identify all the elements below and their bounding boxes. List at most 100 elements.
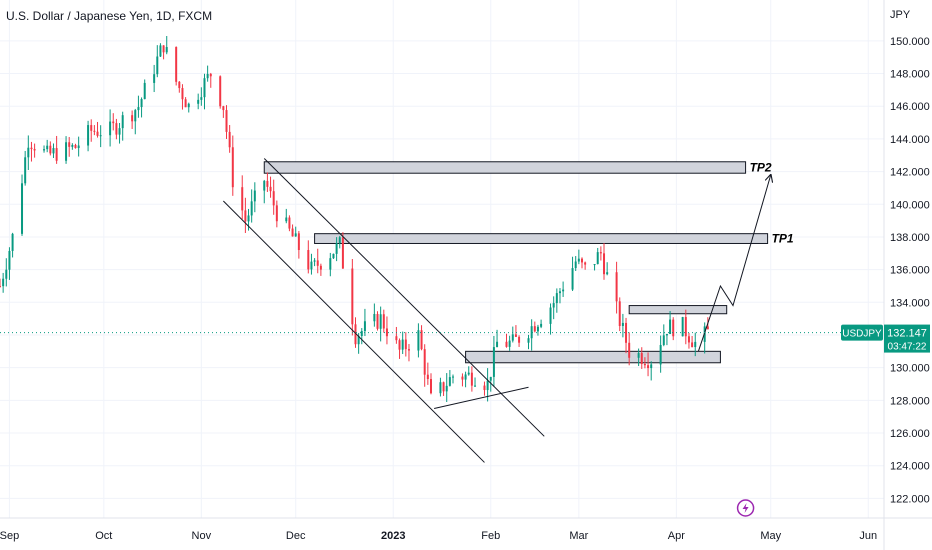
candle-body (335, 243, 338, 254)
candle-body (178, 81, 181, 89)
candle-body (275, 205, 278, 222)
currency-label: JPY (890, 9, 911, 21)
candle-body (373, 313, 376, 322)
candle-body (153, 74, 156, 83)
candle-body (540, 323, 543, 327)
candle-body (341, 237, 344, 269)
candle-body (511, 334, 514, 341)
candle-body (140, 99, 143, 108)
candle-body (269, 186, 272, 192)
candle-body (489, 376, 492, 381)
candle-body (200, 97, 203, 100)
candle-body (599, 252, 602, 254)
tp2-label: TP2 (750, 160, 772, 174)
candle-body (187, 103, 190, 108)
x-tick-label: Sep (0, 530, 19, 542)
x-tick-label: Jun (859, 530, 877, 542)
candle-body (250, 201, 253, 216)
y-tick-label: 136.000 (890, 265, 930, 277)
candle-body (33, 149, 36, 151)
y-tick-label: 126.000 (890, 428, 930, 440)
candle-body (691, 342, 694, 348)
candle-body (558, 291, 561, 294)
symbol-tag (841, 324, 883, 341)
x-tick-label: 2023 (381, 530, 405, 542)
x-tick-label: Dec (286, 530, 306, 542)
candle-body (596, 252, 599, 265)
candle-body (209, 73, 212, 77)
x-tick-label: Feb (481, 530, 500, 542)
y-tick-label: 124.000 (890, 461, 930, 473)
candle-body (231, 147, 234, 188)
candle-body (241, 187, 244, 211)
candle-body (429, 379, 432, 394)
candle-body (486, 380, 489, 391)
candle-body (52, 148, 55, 154)
candle-body (474, 385, 477, 387)
chart-title: U.S. Dollar / Japanese Yen, 1D, FXCM (6, 9, 213, 23)
grid (0, 0, 884, 518)
candle-body (439, 382, 442, 394)
symbol-label: USDJPY (842, 329, 882, 340)
x-tick-label: Mar (569, 530, 588, 542)
candle-body (46, 145, 49, 150)
candle-body (30, 147, 33, 150)
candle-body (530, 326, 533, 339)
candle-body (694, 341, 697, 348)
candle-body (109, 121, 112, 136)
candle-body (461, 376, 464, 380)
candle-body (137, 107, 140, 111)
candle-body (357, 335, 360, 345)
lightning-bolt (742, 503, 749, 513)
candle-body (508, 340, 511, 347)
candle-body (8, 250, 11, 270)
candle-body (404, 339, 407, 350)
candle-body (285, 217, 288, 222)
tp1-label: TP1 (772, 232, 794, 246)
price-zone (263, 161, 747, 174)
y-tick-label: 138.000 (890, 232, 930, 244)
candle-body (263, 180, 266, 191)
x-tick-label: Apr (668, 530, 685, 542)
y-tick-label: 134.000 (890, 297, 930, 309)
candle-body (228, 131, 231, 148)
candle-body (423, 349, 426, 375)
candle-body (143, 82, 146, 100)
candle-body (593, 264, 596, 266)
y-tick-label: 130.000 (890, 363, 930, 375)
candle-body (562, 289, 565, 292)
x-tick-label: May (760, 530, 781, 542)
candle-body (445, 385, 448, 392)
candle-body (74, 144, 77, 149)
candle-body (247, 215, 250, 222)
candle-body (244, 210, 247, 222)
candle-body (184, 99, 187, 108)
candle-body (93, 130, 96, 132)
candle-body (687, 336, 690, 343)
y-tick-label: 128.000 (890, 395, 930, 407)
candle-body (628, 342, 631, 358)
candle-body (552, 303, 555, 308)
event-marker[interactable] (736, 499, 755, 517)
candle-body (662, 335, 665, 345)
zones (263, 161, 769, 364)
candle-body (316, 260, 319, 266)
candle-body (43, 149, 46, 151)
candle-body (225, 110, 228, 132)
candle-body (483, 385, 486, 391)
candle-body (669, 319, 672, 334)
y-tick-label: 144.000 (890, 134, 930, 146)
candle-body (21, 183, 24, 234)
candle-body (577, 258, 580, 262)
candle-body (536, 326, 539, 332)
candle-body (448, 377, 451, 386)
candle-body (272, 191, 275, 206)
candle-body (253, 190, 256, 202)
price-zone (465, 350, 721, 364)
candle-body (87, 125, 90, 146)
candle-body (121, 115, 124, 129)
candle-body (11, 233, 14, 251)
candle-body (606, 272, 609, 275)
